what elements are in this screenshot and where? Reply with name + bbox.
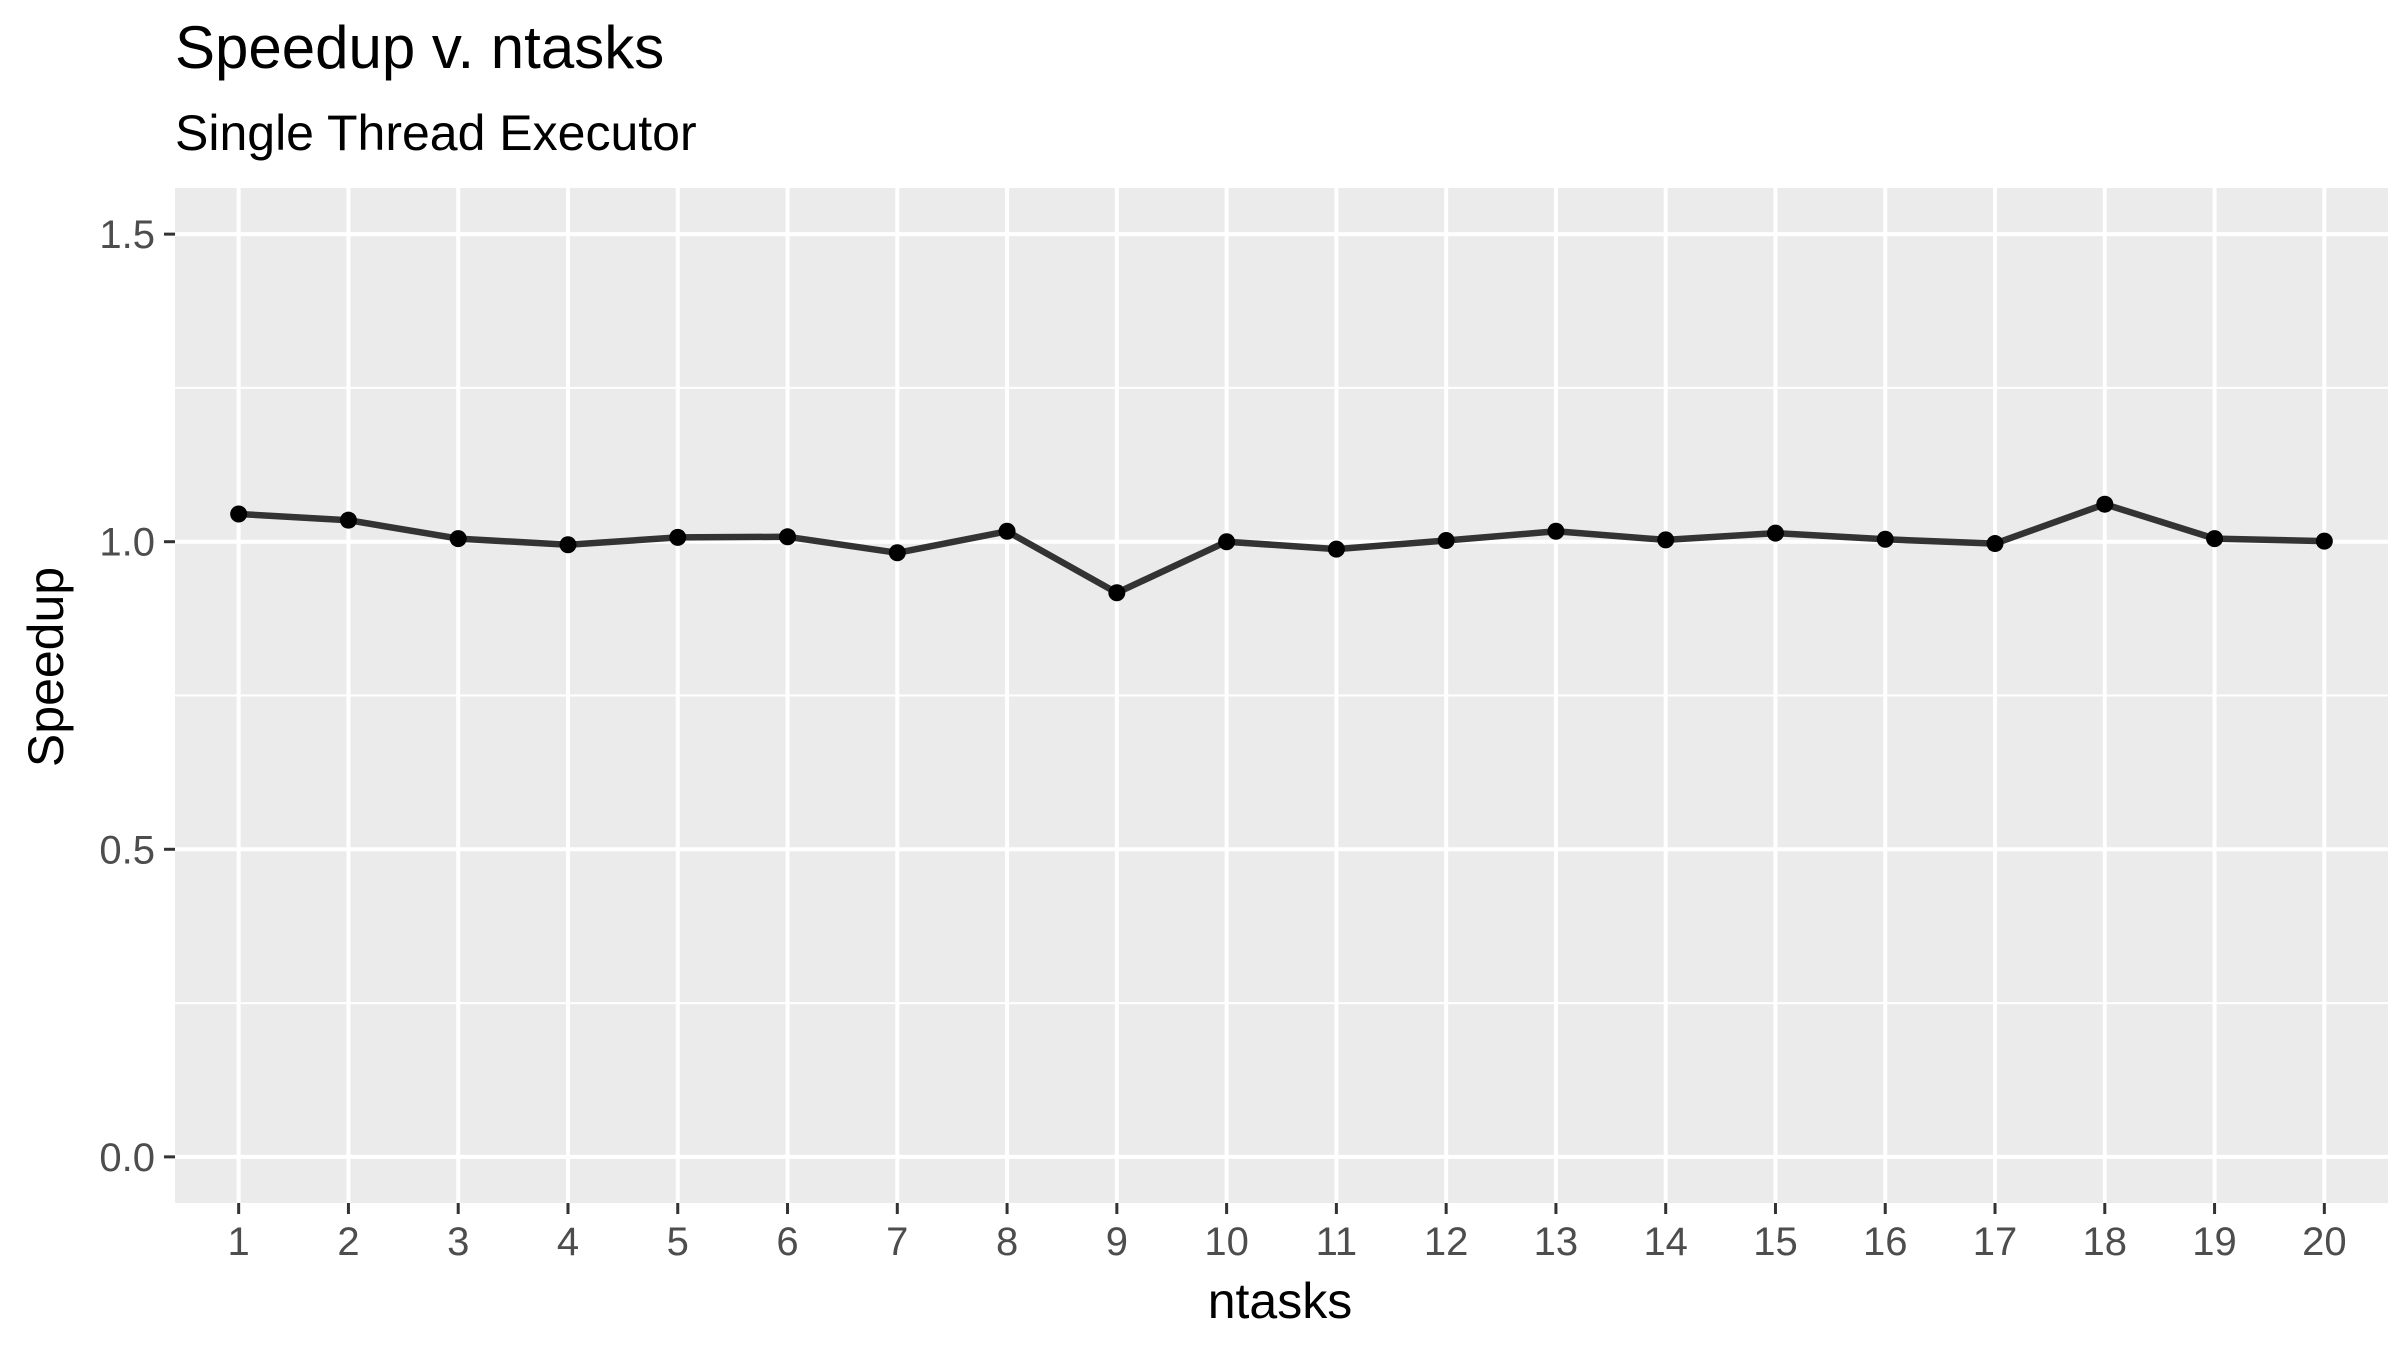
data-point <box>669 528 687 546</box>
x-tick-label: 7 <box>886 1220 908 1264</box>
chart-title: Speedup v. ntasks <box>175 14 664 81</box>
data-point <box>1876 530 1894 548</box>
y-axis-title: Speedup <box>18 567 74 767</box>
x-tick-label: 3 <box>447 1220 469 1264</box>
y-axis: 0.0 0.5 1.0 1.5 <box>99 213 175 1180</box>
data-point <box>230 505 248 523</box>
x-axis-title: ntasks <box>1208 1273 1353 1329</box>
speedup-line <box>238 500 2325 597</box>
x-tick-label: 14 <box>1643 1220 1688 1264</box>
x-tick-label: 5 <box>667 1220 689 1264</box>
data-point <box>1108 584 1126 602</box>
data-point <box>1766 524 1784 542</box>
x-tick-label: 2 <box>337 1220 359 1264</box>
y-tick-label: 1.0 <box>99 521 155 565</box>
y-tick-label: 0.0 <box>99 1136 155 1180</box>
data-point <box>779 528 797 546</box>
data-points <box>230 495 2333 602</box>
data-point <box>2315 532 2333 550</box>
x-tick-label: 4 <box>557 1220 579 1264</box>
x-axis: 1 2 3 4 5 6 7 8 9 10 11 12 13 14 15 16 17 18 19 20 <box>228 1203 2347 1264</box>
data-point <box>2096 495 2114 513</box>
data-point <box>1437 531 1455 549</box>
data-point <box>998 522 1016 540</box>
major-gridlines <box>175 188 2388 1203</box>
x-tick-label: 15 <box>1753 1220 1798 1264</box>
x-tick-label: 11 <box>1316 1220 1358 1264</box>
minor-gridlines <box>175 386 2388 1005</box>
y-tick-label: 0.5 <box>99 828 155 872</box>
data-point <box>1327 540 1345 558</box>
x-tick-label: 1 <box>228 1220 250 1264</box>
x-tick-label: 13 <box>1534 1220 1579 1264</box>
data-point <box>559 536 577 554</box>
x-tick-label: 9 <box>1106 1220 1128 1264</box>
x-tick-label: 10 <box>1204 1220 1249 1264</box>
data-point <box>888 544 906 562</box>
x-tick-label: 6 <box>776 1220 798 1264</box>
chart-subtitle: Single Thread Executor <box>175 105 697 161</box>
x-tick-label: 17 <box>1973 1220 2018 1264</box>
x-tick-label: 20 <box>2302 1220 2347 1264</box>
data-point <box>1657 531 1675 549</box>
x-tick-label: 12 <box>1424 1220 1469 1264</box>
data-point <box>1986 535 2004 553</box>
data-point <box>2206 530 2224 548</box>
data-point <box>339 511 357 529</box>
x-tick-label: 19 <box>2192 1220 2237 1264</box>
data-point <box>1218 533 1236 551</box>
x-tick-label: 8 <box>996 1220 1018 1264</box>
data-point <box>449 530 467 548</box>
data-point <box>1547 522 1565 540</box>
x-tick-label: 18 <box>2083 1220 2128 1264</box>
x-tick-label: 16 <box>1863 1220 1908 1264</box>
y-tick-label: 1.5 <box>99 213 155 257</box>
